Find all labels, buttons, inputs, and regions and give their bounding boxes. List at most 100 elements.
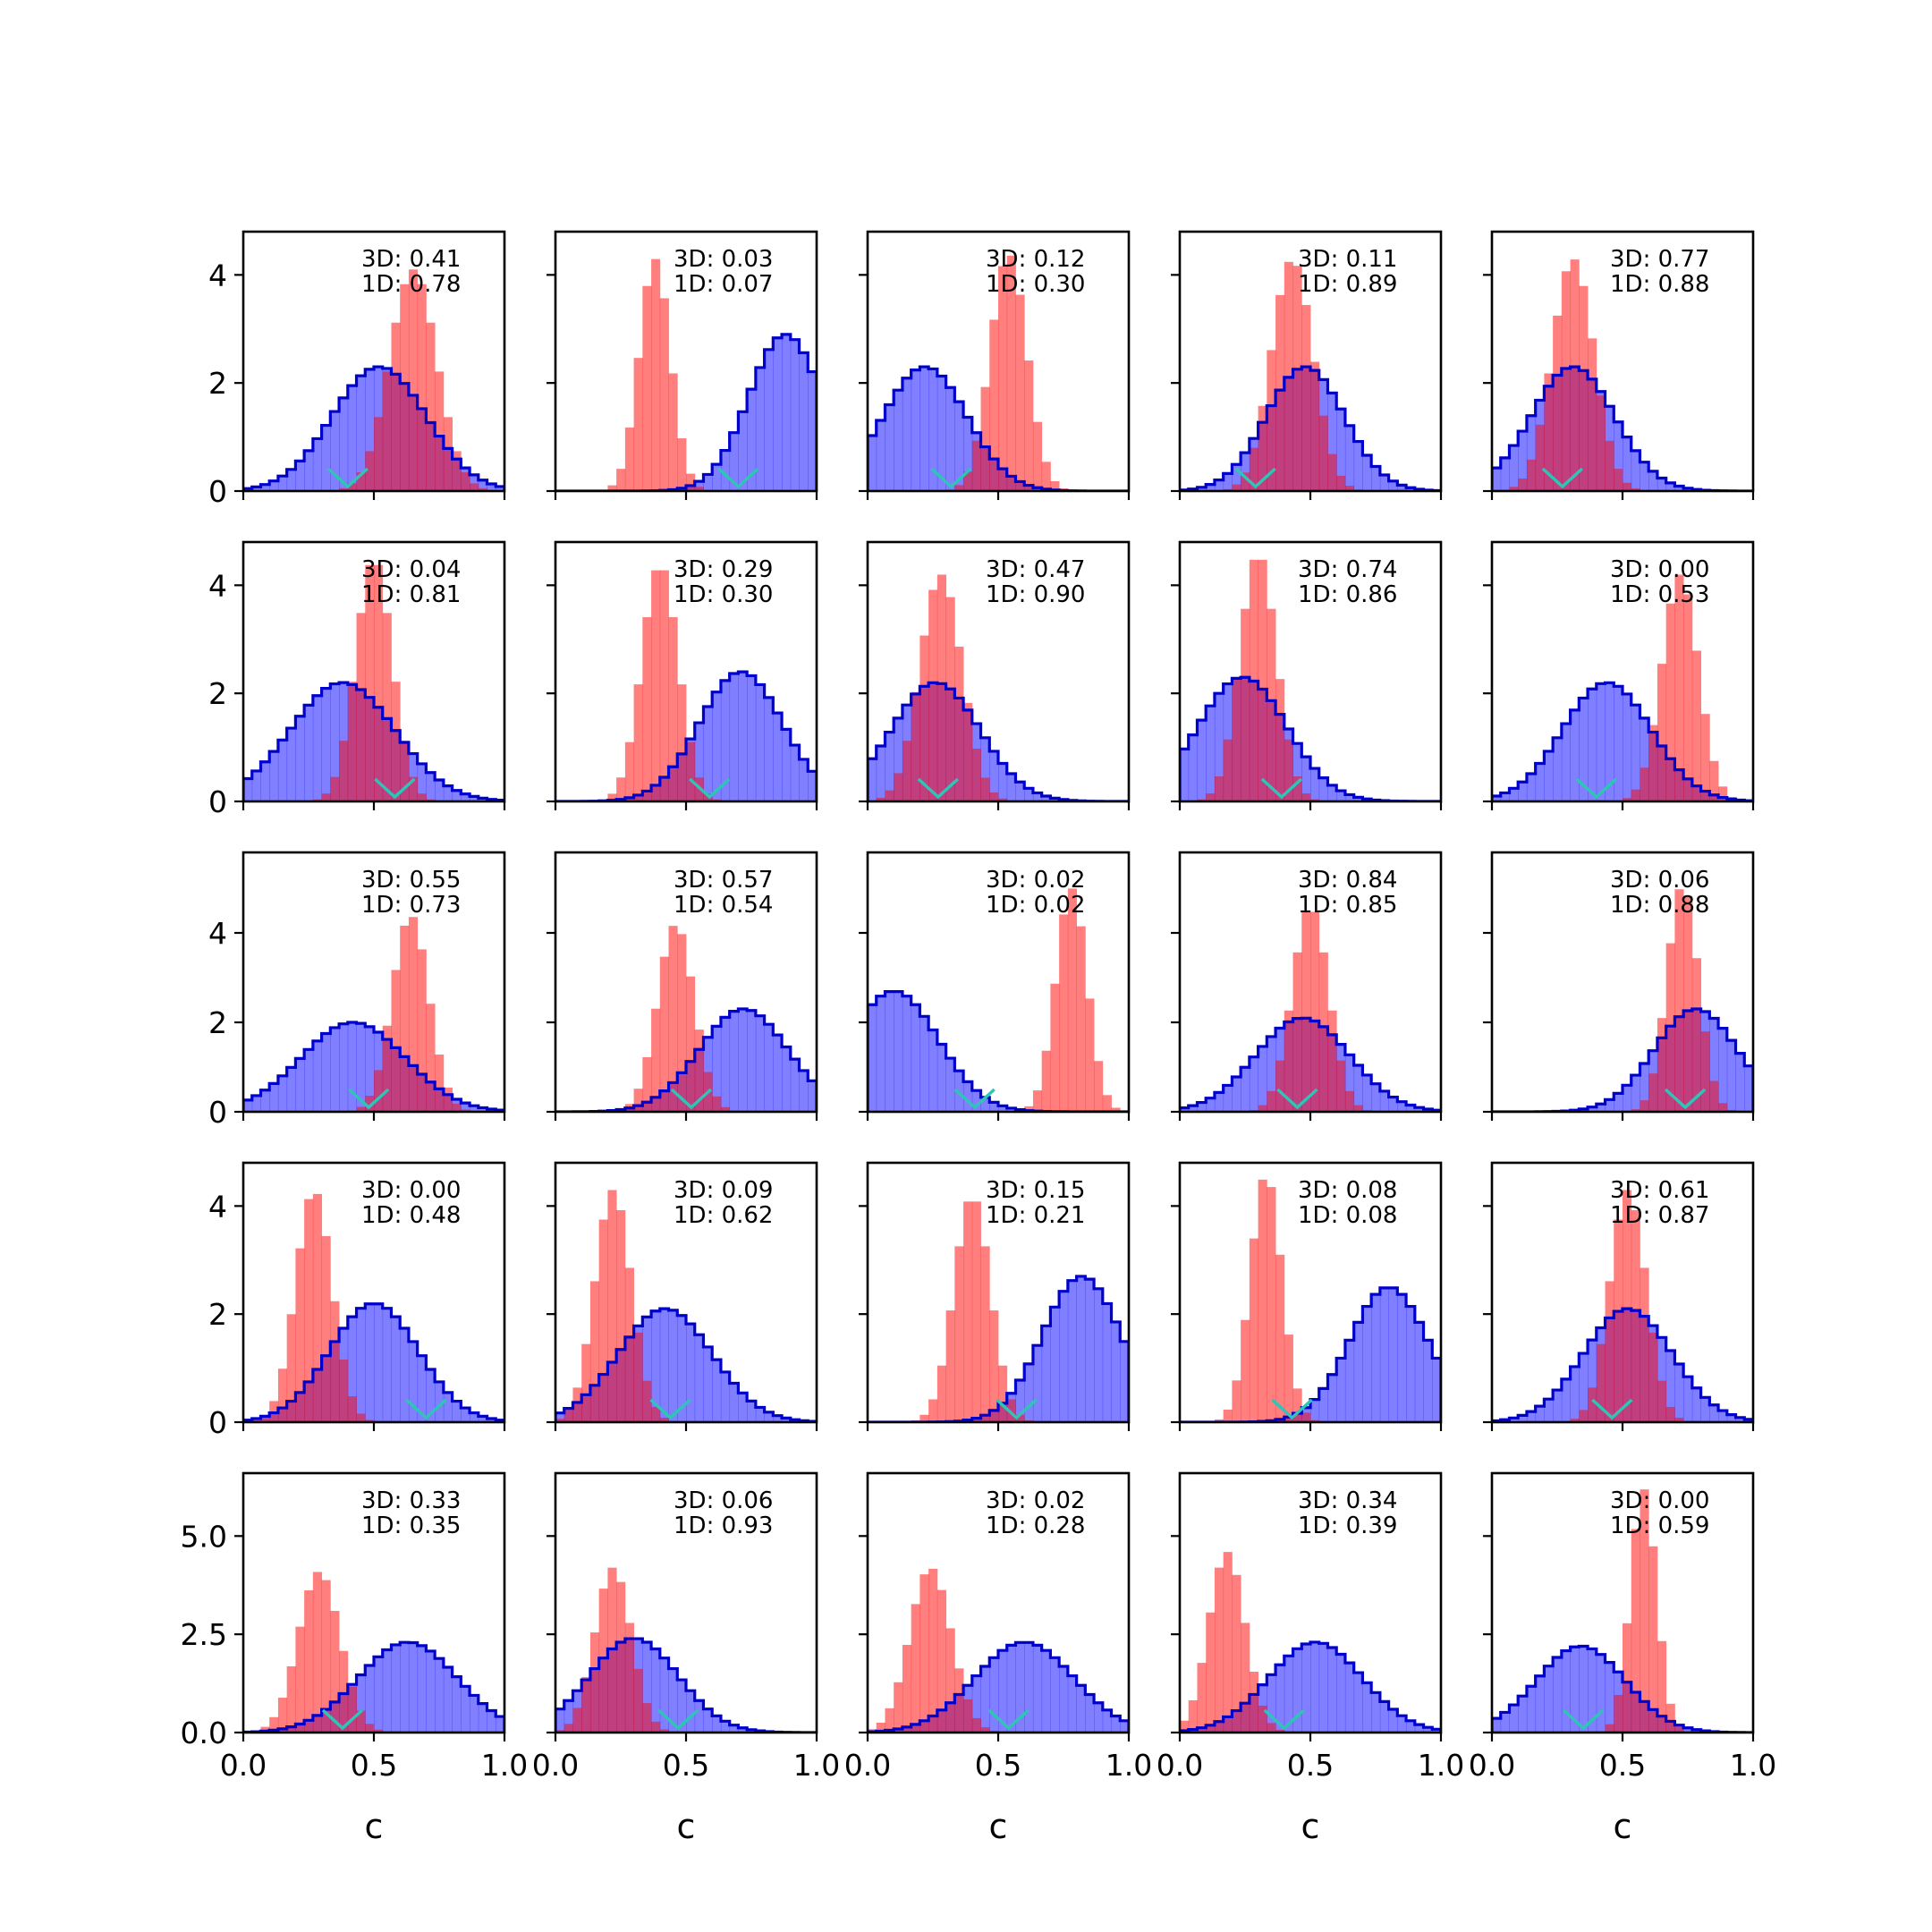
blue-histogram-bar	[755, 1407, 765, 1422]
blue-histogram-bar	[356, 1674, 366, 1733]
blue-histogram-bar	[1709, 1018, 1719, 1112]
red-histogram-bar	[1631, 789, 1640, 801]
blue-histogram-bar	[1024, 788, 1034, 801]
blue-histogram-bar	[1094, 1702, 1104, 1733]
blue-histogram-bar	[347, 1317, 357, 1422]
x-tick-label: 0.5	[1599, 1748, 1646, 1783]
blue-histogram-bar	[773, 1415, 783, 1422]
red-histogram-bar	[1258, 1179, 1267, 1422]
red-histogram-bar	[374, 417, 384, 491]
blue-histogram-bar	[1406, 1105, 1416, 1112]
blue-histogram-bar	[1526, 415, 1537, 491]
red-histogram-bar	[452, 451, 462, 491]
blue-histogram-bar	[452, 1676, 462, 1733]
red-histogram-bar	[426, 1004, 436, 1112]
blue-histogram-bar	[885, 404, 894, 491]
blue-histogram-bar	[1509, 788, 1519, 801]
red-histogram-bar	[382, 613, 392, 801]
marker-v	[1664, 1088, 1707, 1110]
red-histogram-bar	[677, 934, 687, 1112]
blue-histogram-bar	[1111, 1716, 1121, 1733]
blue-histogram-bar	[1492, 1718, 1502, 1733]
red-histogram-bar	[1301, 1412, 1311, 1422]
stats-annotation: 3D: 0.55	[361, 867, 461, 894]
marker-v	[321, 1708, 364, 1731]
blue-histogram-bar	[963, 417, 973, 491]
red-histogram-bar	[1284, 739, 1293, 801]
blue-histogram-bar	[1120, 1720, 1129, 1733]
red-histogram-bar	[461, 472, 470, 491]
red-histogram-bar	[928, 1568, 938, 1733]
blue-histogram-bar	[1344, 1055, 1355, 1112]
red-histogram-bar	[1292, 1388, 1302, 1422]
blue-histogram-bar	[1432, 1358, 1441, 1422]
blue-histogram-bar	[642, 1317, 652, 1422]
red-histogram-bar	[1665, 1703, 1675, 1733]
marker-v	[953, 1088, 996, 1110]
red-histogram-bar	[911, 1604, 920, 1733]
plot-area	[555, 1190, 817, 1422]
blue-histogram-bar	[1223, 473, 1233, 491]
blue-histogram-bar	[790, 1059, 800, 1112]
blue-histogram-bar	[729, 1724, 739, 1733]
x-tick-label: 0.0	[1469, 1748, 1515, 1783]
stats-annotation: 1D: 0.85	[1298, 892, 1397, 919]
red-histogram-bar	[1301, 793, 1311, 801]
x-tick-label: 0.0	[220, 1748, 267, 1783]
red-histogram-bar	[286, 1314, 296, 1422]
marker-v	[374, 777, 416, 800]
blue-histogram-bar	[998, 1650, 1008, 1733]
blue-histogram-bar	[1526, 773, 1537, 801]
blue-histogram-bar	[1197, 487, 1207, 491]
blue-histogram-bar	[1371, 1294, 1381, 1422]
stats-annotation: 1D: 0.08	[1298, 1202, 1397, 1229]
blue-histogram-bar	[470, 1695, 479, 1733]
red-histogram-bar	[1709, 760, 1719, 801]
blue-histogram-bar	[339, 1023, 349, 1112]
red-histogram-bar	[1691, 650, 1701, 801]
red-histogram-bar	[1223, 1552, 1233, 1733]
blue-histogram-outline	[243, 681, 504, 801]
blue-histogram-bar	[764, 1411, 774, 1422]
stats-annotation: 3D: 0.15	[986, 1177, 1085, 1204]
red-histogram-bar	[624, 1623, 634, 1733]
red-histogram-bar	[1258, 1105, 1267, 1112]
red-histogram-bar	[1223, 739, 1233, 801]
blue-histogram-bar	[1683, 1727, 1693, 1733]
y-tick-label: 4	[208, 1189, 227, 1224]
blue-histogram-outline	[868, 1640, 1129, 1733]
blue-histogram-bar	[1041, 796, 1051, 801]
blue-histogram-bar	[1397, 1716, 1407, 1733]
red-histogram-bar	[1301, 911, 1311, 1112]
blue-histogram-bar	[747, 389, 757, 491]
red-histogram-bar	[686, 473, 696, 491]
blue-histogram-bar	[1024, 1642, 1034, 1733]
red-histogram-bar	[1258, 1705, 1267, 1733]
plot-area	[243, 1193, 504, 1422]
blue-histogram-bar	[1206, 484, 1216, 491]
blue-histogram-bar	[470, 796, 479, 801]
blue-histogram-bar	[694, 1700, 704, 1733]
plot-area	[243, 1572, 504, 1733]
blue-histogram-bar	[356, 1308, 366, 1422]
plot-area	[555, 258, 817, 491]
red-histogram-bar	[919, 1414, 929, 1422]
plot-area	[555, 1567, 817, 1733]
red-histogram-bar	[642, 1380, 652, 1422]
red-histogram-bar	[911, 691, 920, 801]
red-histogram-bar	[945, 597, 955, 801]
blue-histogram-outline	[243, 1640, 504, 1733]
blue-histogram-bar	[1414, 1322, 1424, 1422]
blue-histogram-bar	[251, 1095, 261, 1112]
red-histogram-bar	[356, 1106, 366, 1112]
blue-histogram-bar	[487, 1710, 496, 1733]
y-tick-label: 2	[208, 366, 227, 401]
blue-histogram-outline	[1180, 365, 1441, 491]
red-histogram-bar	[1665, 1406, 1675, 1422]
red-histogram-bar	[633, 358, 643, 491]
blue-histogram-bar	[989, 1102, 999, 1112]
